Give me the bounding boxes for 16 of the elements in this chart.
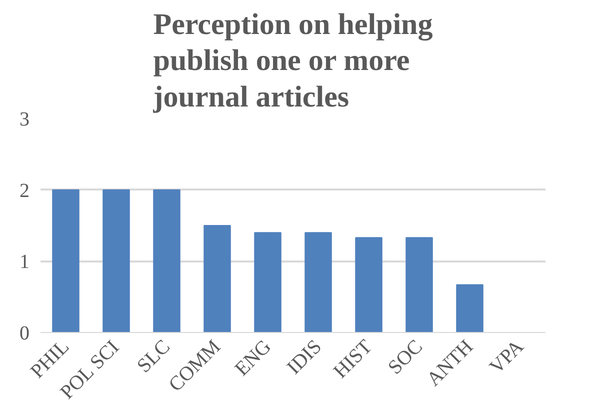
chart-title: Perception on helping publish one or more journal articles <box>152 8 433 114</box>
x-tick-label: SLC <box>133 336 175 378</box>
bar <box>355 237 382 332</box>
bar <box>254 232 282 332</box>
y-tick-label: 1 <box>20 251 30 274</box>
bar <box>304 232 332 332</box>
bar <box>204 225 231 332</box>
bar <box>406 237 433 332</box>
y-tick-label: 3 <box>20 108 30 130</box>
bar <box>52 189 80 332</box>
x-tick-label: VPA <box>485 335 528 378</box>
bar <box>456 284 484 332</box>
bar <box>102 189 130 332</box>
y-tick-label: 0 <box>20 322 30 344</box>
y-tick-label: 2 <box>20 180 30 202</box>
bar <box>153 189 180 332</box>
